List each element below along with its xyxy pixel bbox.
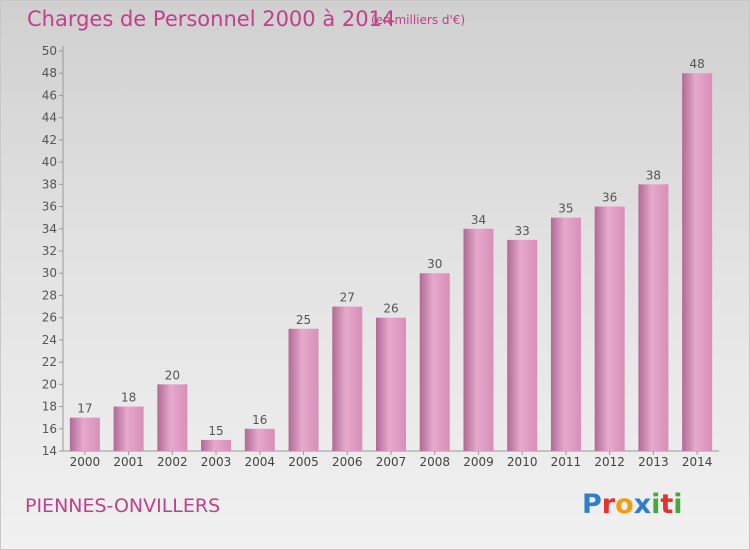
x-tick-label: 2014 — [682, 455, 713, 469]
bar-value-label: 48 — [689, 57, 704, 71]
x-tick-label: 2002 — [157, 455, 188, 469]
bar-2008 — [419, 273, 450, 451]
y-tick-label: 16 — [42, 422, 57, 436]
y-tick-label: 34 — [42, 222, 57, 236]
bar-value-label: 16 — [252, 413, 267, 427]
bar-value-label: 35 — [558, 202, 573, 216]
y-tick-label: 22 — [42, 355, 57, 369]
x-tick-label: 2012 — [594, 455, 625, 469]
y-tick-label: 46 — [42, 88, 57, 102]
x-tick-label: 2005 — [288, 455, 319, 469]
y-tick-label: 14 — [42, 444, 57, 458]
x-tick-label: 2007 — [376, 455, 407, 469]
bar-value-label: 25 — [296, 313, 311, 327]
y-tick-label: 48 — [42, 66, 57, 80]
bar-value-label: 15 — [208, 424, 223, 438]
x-tick-label: 2004 — [245, 455, 276, 469]
proxiti-logo[interactable]: Proxiti — [582, 489, 683, 520]
bar-2011 — [550, 217, 581, 451]
y-tick-label: 30 — [42, 266, 57, 280]
x-tick-label: 2010 — [507, 455, 538, 469]
y-tick-label: 32 — [42, 244, 57, 258]
chart-bars — [69, 73, 713, 452]
x-tick-label: 2001 — [113, 455, 144, 469]
bar-2006 — [332, 306, 363, 451]
y-tick-label: 44 — [42, 111, 57, 125]
y-tick-label: 38 — [42, 177, 57, 191]
chart-axes: 14 16 18 20 22 24 26 28 30 32 34 36 38 40 42 44 46 48 50 — [42, 44, 719, 458]
x-tick-label: 2013 — [638, 455, 669, 469]
chart-subtitle: (en milliers d'€) — [371, 13, 466, 27]
bar-2004 — [244, 428, 275, 451]
bar-value-label: 27 — [340, 291, 355, 305]
logo-letter: i — [651, 489, 661, 520]
x-tick-label: 2006 — [332, 455, 363, 469]
bar-value-label: 30 — [427, 257, 442, 271]
bar-2014 — [682, 73, 713, 451]
y-tick-label: 18 — [42, 400, 57, 414]
bar-2013 — [638, 184, 669, 452]
logo-letter: x — [633, 489, 652, 520]
logo-letter: i — [673, 489, 683, 520]
commune-name: PIENNES-ONVILLERS — [25, 495, 221, 517]
x-tick-label: 2003 — [201, 455, 232, 469]
y-tick-label: 40 — [42, 155, 57, 169]
bar-2012 — [594, 206, 625, 451]
chart-labels: 17 2000 18 2001 20 2002 15 2003 16 2004 25 2005 27 20… — [70, 57, 713, 469]
y-tick-label: 26 — [42, 311, 57, 325]
x-tick-label: 2008 — [419, 455, 450, 469]
bar-value-label: 33 — [515, 224, 530, 238]
bar-2000 — [69, 417, 100, 451]
bar-value-label: 17 — [77, 402, 92, 416]
bar-value-label: 34 — [471, 213, 486, 227]
x-tick-label: 2009 — [463, 455, 494, 469]
y-tick-label: 42 — [42, 133, 57, 147]
logo-letter: o — [615, 489, 634, 520]
logo-letter: P — [582, 489, 602, 520]
y-tick-label: 20 — [42, 377, 57, 391]
bar-value-label: 18 — [121, 391, 136, 405]
bar-2007 — [376, 317, 406, 451]
x-tick-label: 2000 — [70, 455, 101, 469]
logo-letter: t — [660, 489, 674, 520]
x-tick-label: 2011 — [551, 455, 582, 469]
bar-value-label: 38 — [646, 168, 661, 182]
bar-2005 — [288, 328, 319, 451]
y-tick-label: 50 — [42, 44, 57, 58]
y-tick-label: 24 — [42, 333, 57, 347]
bar-2002 — [157, 384, 188, 451]
bar-value-label: 20 — [165, 368, 180, 382]
y-tick-label: 28 — [42, 288, 57, 302]
y-tick-label: 36 — [42, 200, 57, 214]
bar-2001 — [113, 406, 144, 451]
bar-2009 — [463, 228, 494, 451]
bar-2010 — [507, 239, 538, 451]
logo-letter: r — [601, 489, 616, 520]
bar-2003 — [201, 439, 232, 451]
bar-value-label: 36 — [602, 191, 617, 205]
bar-value-label: 26 — [383, 302, 398, 316]
chart-title: Charges de Personnel 2000 à 2014 — [27, 7, 396, 31]
